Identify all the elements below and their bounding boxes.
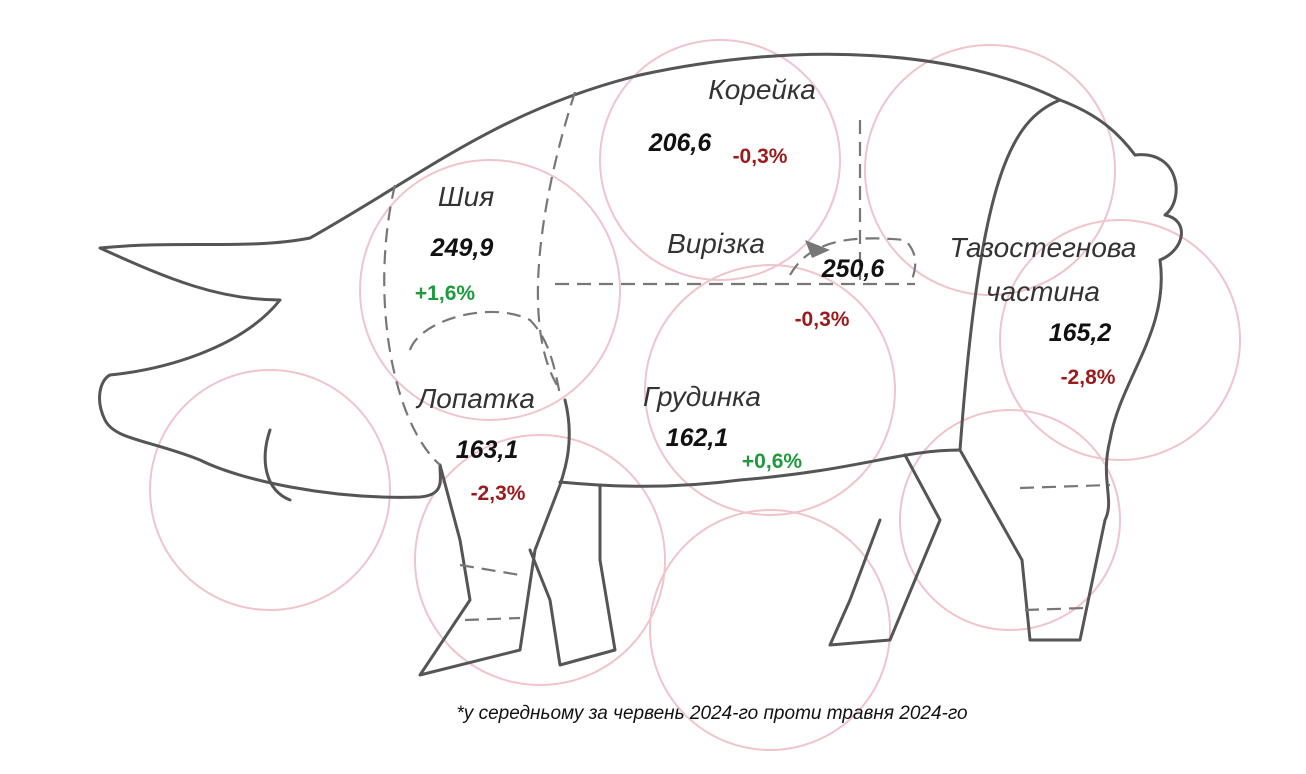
cut-name: Тазостегнова [950, 232, 1137, 263]
cut-price: 250,6 [821, 255, 886, 283]
cut-price: 165,2 [1049, 319, 1112, 347]
cut-change: -2,8% [1061, 366, 1116, 389]
pig-outline [98, 52, 1183, 677]
cut-name: Шия [438, 181, 494, 212]
watermark [149, 39, 1241, 751]
cut-name: Лопатка [415, 383, 535, 414]
cut-price: 206,6 [648, 129, 713, 157]
cut-change: +0,6% [742, 450, 802, 473]
cut-name: Грудинка [643, 381, 761, 412]
cut-name: частина [986, 276, 1100, 307]
cut-change: -2,3% [471, 482, 526, 505]
cut-change: -0,3% [733, 145, 788, 168]
cut-name: Корейка [708, 74, 816, 105]
arrow [805, 240, 830, 258]
footnote: *у середньому за червень 2024-го проти т… [456, 703, 967, 724]
cut-name: Вирізка [667, 228, 765, 259]
cut-price: 162,1 [666, 424, 729, 452]
cut-change: +1,6% [415, 282, 475, 305]
cut-price: 163,1 [456, 436, 519, 464]
cut-price: 249,9 [430, 234, 494, 262]
cut-lines [383, 91, 1111, 622]
cut-change: -0,3% [795, 308, 850, 331]
